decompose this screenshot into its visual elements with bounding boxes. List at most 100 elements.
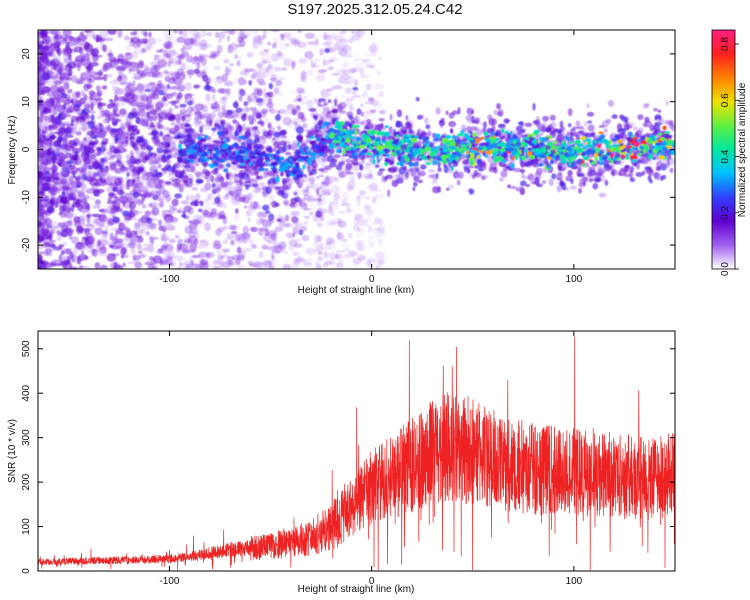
heatmap-cell xyxy=(278,42,287,51)
heatmap-cell xyxy=(308,108,317,112)
heatmap-cell xyxy=(66,114,72,118)
heatmap-cell xyxy=(118,167,126,175)
heatmap-cell xyxy=(359,190,366,196)
heatmap-cell xyxy=(471,120,479,124)
heatmap-cell xyxy=(263,116,270,125)
heatmap-cell xyxy=(129,157,135,162)
heatmap-cell xyxy=(586,102,590,109)
heatmap-cell xyxy=(42,263,47,269)
heatmap-cell xyxy=(267,220,275,224)
heatmap-cell xyxy=(137,229,146,234)
heatmap-cell xyxy=(244,68,254,73)
heatmap-cell xyxy=(273,36,280,43)
heatmap-cell xyxy=(493,166,498,174)
heatmap-cell xyxy=(165,143,171,147)
heatmap-cell xyxy=(359,223,369,227)
heatmap-cell xyxy=(171,100,177,106)
heatmap-cell xyxy=(354,119,359,125)
heatmap-cell xyxy=(124,35,130,41)
heatmap-cell xyxy=(124,167,132,174)
heatmap-cell xyxy=(156,146,163,151)
heatmap-cell xyxy=(199,114,203,119)
heatmap-cell xyxy=(226,35,231,42)
heatmap-cell xyxy=(210,175,215,183)
heatmap-cell xyxy=(107,197,112,202)
heatmap-cell xyxy=(193,214,203,220)
heatmap-cell xyxy=(193,122,201,127)
heatmap-cell xyxy=(292,232,296,238)
heatmap-cell xyxy=(38,251,46,255)
heatmap-cell xyxy=(165,194,172,203)
heatmap-cell xyxy=(54,146,60,155)
heatmap-cell xyxy=(378,168,386,172)
heatmap-cell xyxy=(314,97,318,104)
heatmap-cell xyxy=(223,58,230,64)
heatmap-cell xyxy=(48,199,55,208)
heatmap-cell xyxy=(205,32,213,37)
heatmap-cell xyxy=(52,139,61,147)
heatmap-cell xyxy=(203,104,209,112)
heatmap-cell xyxy=(218,37,222,43)
heatmap-cell xyxy=(190,56,201,65)
heatmap-cell xyxy=(38,228,43,237)
heatmap-cell xyxy=(246,52,254,58)
heatmap-cell xyxy=(41,80,48,84)
heatmap-cell xyxy=(391,165,398,172)
heatmap-cell xyxy=(316,201,323,206)
heatmap-cell xyxy=(53,36,59,42)
heatmap-cell xyxy=(412,166,417,172)
heatmap-cell xyxy=(541,127,547,133)
heatmap-cell xyxy=(261,108,269,114)
heatmap-cell xyxy=(302,262,313,267)
heatmap-cell xyxy=(57,48,62,57)
heatmap-cell xyxy=(510,185,517,190)
heatmap-cell xyxy=(388,128,392,132)
heatmap-cell xyxy=(167,76,172,85)
heatmap-cell xyxy=(60,225,69,231)
heatmap-cell xyxy=(246,106,250,113)
heatmap-cell xyxy=(318,174,324,178)
heatmap-cell xyxy=(395,120,401,128)
heatmap-cell xyxy=(499,177,504,182)
heatmap-cell xyxy=(124,87,132,93)
heatmap-cell xyxy=(346,96,355,102)
heatmap-cell xyxy=(60,212,65,220)
heatmap-cell xyxy=(312,114,317,120)
heatmap-cell xyxy=(321,191,332,196)
heatmap-cell xyxy=(49,30,59,35)
heatmap-cell xyxy=(385,174,393,179)
heatmap-cell xyxy=(63,30,73,35)
heatmap-cell xyxy=(247,192,254,200)
heatmap-cell xyxy=(516,127,522,132)
heatmap-cell xyxy=(255,185,262,192)
heatmap-cell xyxy=(55,177,59,181)
heatmap-cell xyxy=(205,81,210,89)
heatmap-cell xyxy=(217,111,224,119)
heatmap-cell xyxy=(308,172,314,176)
heatmap-cell xyxy=(181,61,188,65)
heatmap-cell xyxy=(77,119,85,126)
heatmap-cell xyxy=(95,127,103,131)
heatmap-cell xyxy=(50,191,55,200)
heatmap-cell xyxy=(377,228,385,233)
heatmap-cell xyxy=(349,104,354,113)
heatmap-cell xyxy=(51,53,56,58)
heatmap-cell xyxy=(304,73,309,79)
heatmap-cell xyxy=(112,186,118,193)
heatmap-cell xyxy=(161,154,167,159)
heatmap-cell xyxy=(77,203,83,212)
heatmap-cell xyxy=(519,187,525,195)
heatmap-cell xyxy=(176,162,180,169)
heatmap-cell xyxy=(413,181,418,187)
heatmap-cell xyxy=(153,114,159,120)
heatmap-cell xyxy=(270,232,277,242)
heatmap-cell xyxy=(344,253,350,259)
heatmap-cell xyxy=(56,67,66,72)
heatmap-cell xyxy=(93,76,104,81)
heatmap-cell xyxy=(126,45,131,52)
heatmap-cell xyxy=(157,37,163,43)
heatmap-cell xyxy=(316,254,322,261)
heatmap-cell xyxy=(246,95,253,103)
heatmap-cell xyxy=(295,221,303,228)
